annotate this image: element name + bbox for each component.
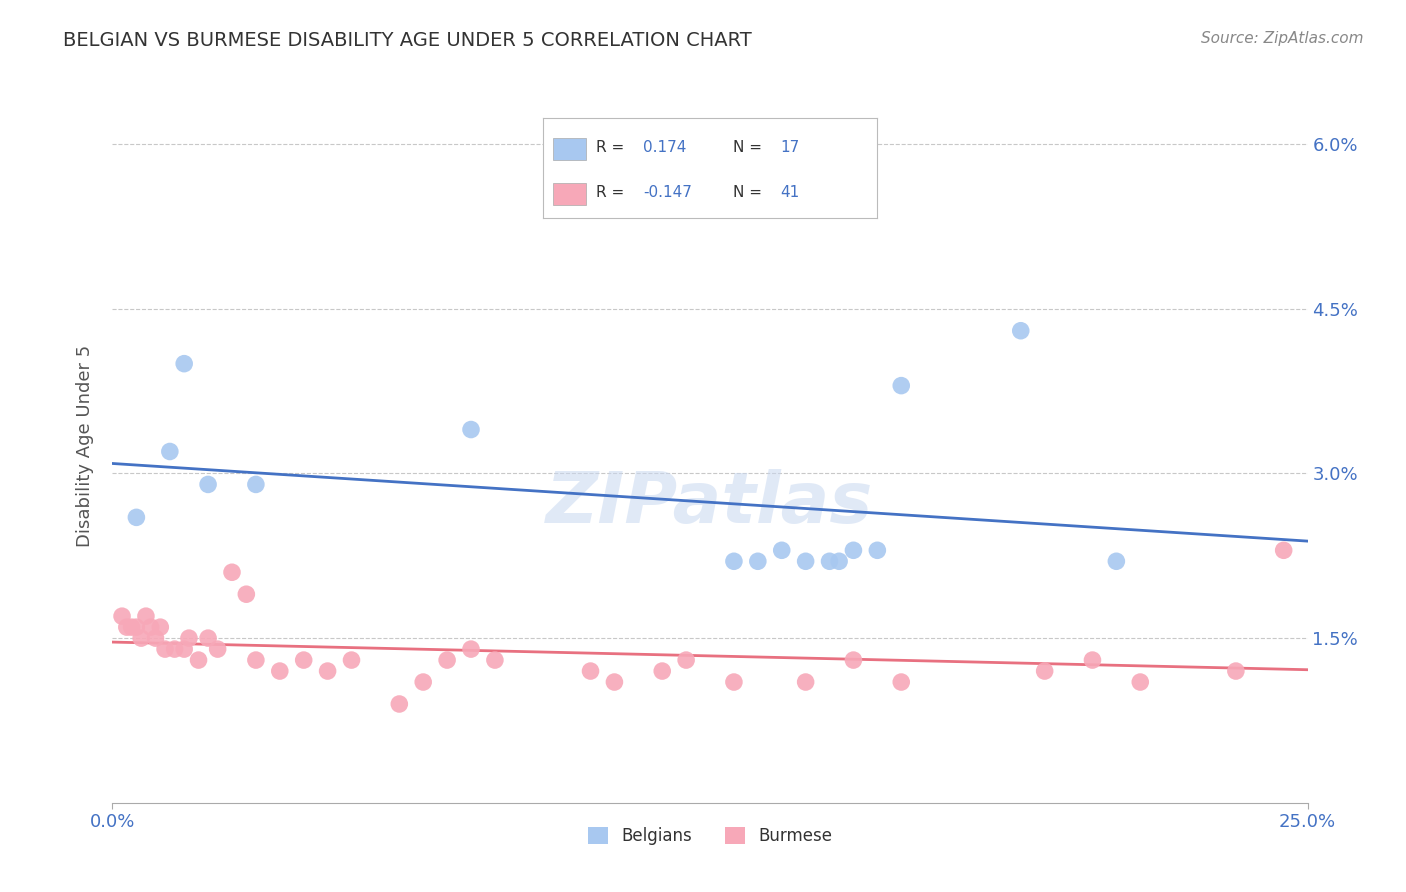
Point (121, 620, 143, 634)
Point (723, 675, 745, 690)
Text: BELGIAN VS BURMESE DISABILITY AGE UNDER 5 CORRELATION CHART: BELGIAN VS BURMESE DISABILITY AGE UNDER … (63, 31, 752, 50)
Legend: Belgians, Burmese: Belgians, Burmese (581, 820, 839, 852)
Point (153, 642, 176, 657)
Point (129, 631, 152, 645)
Point (770, 543, 793, 558)
Point (139, 620, 162, 634)
Point (187, 653, 209, 667)
Point (292, 653, 315, 667)
Point (579, 664, 602, 678)
Text: Source: ZipAtlas.com: Source: ZipAtlas.com (1201, 31, 1364, 46)
Point (1033, 664, 1056, 678)
Point (111, 609, 134, 624)
Point (388, 697, 411, 711)
Point (842, 543, 865, 558)
Point (651, 664, 673, 678)
Point (1129, 675, 1152, 690)
Point (890, 378, 912, 392)
Point (221, 566, 243, 580)
Point (269, 664, 291, 678)
Point (177, 631, 200, 645)
Point (1272, 543, 1295, 558)
Text: ZIPatlas: ZIPatlas (547, 468, 873, 538)
Point (235, 587, 257, 601)
Point (603, 675, 626, 690)
Point (145, 631, 167, 645)
Point (135, 609, 157, 624)
Point (163, 642, 186, 657)
Point (412, 675, 434, 690)
Point (866, 543, 889, 558)
Point (794, 554, 817, 568)
Point (828, 554, 851, 568)
Point (245, 653, 267, 667)
Point (340, 653, 363, 667)
Point (149, 620, 172, 634)
Point (197, 477, 219, 491)
Point (1010, 324, 1032, 338)
Point (125, 510, 148, 524)
Point (460, 642, 482, 657)
Point (747, 554, 769, 568)
Point (890, 675, 912, 690)
Point (245, 477, 267, 491)
Point (1081, 653, 1104, 667)
Point (173, 642, 195, 657)
Point (1225, 664, 1247, 678)
Point (842, 653, 865, 667)
Point (436, 653, 458, 667)
Point (794, 675, 817, 690)
Point (115, 620, 138, 634)
Y-axis label: Disability Age Under 5: Disability Age Under 5 (76, 345, 94, 547)
Point (207, 642, 229, 657)
Point (316, 664, 339, 678)
Point (484, 653, 506, 667)
Point (675, 653, 697, 667)
Point (1105, 554, 1128, 568)
Point (125, 620, 148, 634)
Point (197, 631, 219, 645)
Point (159, 444, 181, 458)
Point (460, 423, 482, 437)
Point (173, 357, 195, 371)
Point (723, 554, 745, 568)
Point (818, 554, 841, 568)
